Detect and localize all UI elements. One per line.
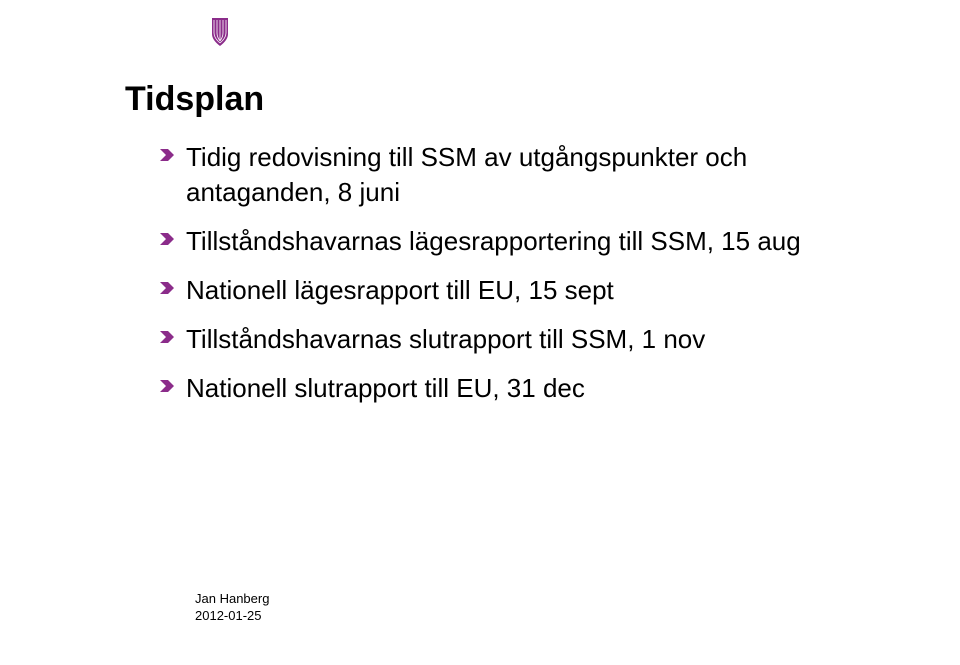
bullet-list: Tidig redovisning till SSM av utgångspun… [160, 140, 860, 421]
footer-author: Jan Hanberg [195, 591, 269, 608]
list-item: Nationell slutrapport till EU, 31 dec [160, 371, 860, 406]
list-item: Tillståndshavarnas slutrapport till SSM,… [160, 322, 860, 357]
list-item-text: Tillståndshavarnas slutrapport till SSM,… [186, 322, 705, 357]
list-item-text: Nationell lägesrapport till EU, 15 sept [186, 273, 614, 308]
list-item: Nationell lägesrapport till EU, 15 sept [160, 273, 860, 308]
footer-date: 2012-01-25 [195, 608, 269, 625]
list-item-text: Tidig redovisning till SSM av utgångspun… [186, 140, 860, 210]
slide-title: Tidsplan [125, 80, 264, 119]
arrow-bullet-icon [160, 281, 174, 299]
list-item-text: Nationell slutrapport till EU, 31 dec [186, 371, 585, 406]
arrow-bullet-icon [160, 232, 174, 250]
arrow-bullet-icon [160, 330, 174, 348]
list-item: Tidig redovisning till SSM av utgångspun… [160, 140, 860, 210]
arrow-bullet-icon [160, 379, 174, 397]
slide-logo [210, 18, 230, 51]
slide-footer: Jan Hanberg 2012-01-25 [195, 591, 269, 625]
arrow-bullet-icon [160, 148, 174, 166]
list-item: Tillståndshavarnas lägesrapportering til… [160, 224, 860, 259]
list-item-text: Tillståndshavarnas lägesrapportering til… [186, 224, 801, 259]
